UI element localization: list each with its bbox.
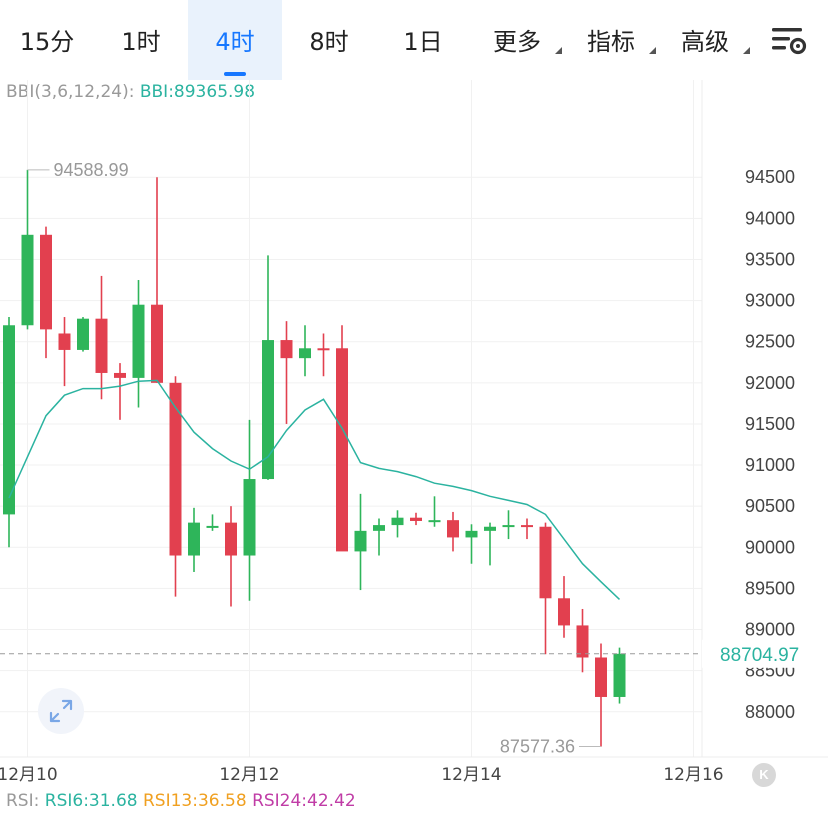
x-tick-label: 12月10 [0, 765, 58, 785]
y-tick-label: 90500 [745, 496, 795, 516]
candle-body [428, 520, 441, 523]
y-tick-label: 89000 [745, 620, 795, 640]
tab-indicators[interactable]: 指标 [564, 0, 658, 80]
candle-body [373, 525, 385, 531]
y-tick-label: 92000 [745, 373, 795, 393]
candle-body [521, 525, 533, 528]
candle-body [595, 657, 607, 697]
y-tick-label: 93000 [745, 291, 795, 311]
y-tick-label: 93500 [745, 249, 795, 269]
rsi24-value: RSI24:42.42 [252, 791, 356, 811]
candle-body [58, 333, 71, 350]
scroll-to-latest-icon[interactable]: K [752, 763, 776, 787]
rsi13-value: RSI13:36.58 [143, 791, 247, 811]
candle-body [354, 530, 367, 552]
current-price-label: 88704.97 [720, 645, 799, 666]
tab-4h-label: 4时 [215, 28, 255, 56]
x-tick-label: 12月16 [663, 765, 723, 785]
candle-body [243, 479, 256, 556]
y-tick-label: 94500 [745, 167, 795, 187]
candle-body [465, 530, 478, 538]
y-tick-label: 92500 [745, 332, 795, 352]
candle-body [299, 348, 311, 359]
low-price-annotation: 87577.36 [500, 737, 575, 757]
tab-4h[interactable]: 4时 [188, 0, 282, 80]
tab-8h[interactable]: 8时 [309, 28, 349, 56]
candle-body [613, 653, 626, 697]
candle-body [502, 525, 515, 528]
tab-1d[interactable]: 1日 [403, 28, 443, 56]
candle-body [336, 348, 348, 552]
dropdown-corner-icon [649, 47, 656, 54]
candle-body [317, 348, 330, 351]
rsi6-value: RSI6:31.68 [44, 791, 138, 811]
fullscreen-button[interactable] [38, 688, 84, 734]
high-price-annotation: 94588.99 [54, 160, 129, 180]
candle-body [410, 517, 422, 521]
candlestick-chart[interactable]: 94500 94000 93500 93000 92500 92000 91500 91000… [0, 80, 828, 790]
rsi-label: RSI: [6, 791, 40, 811]
candle-body [576, 625, 589, 658]
candle-body [151, 304, 163, 383]
tab-advanced-label: 高级 [681, 28, 729, 56]
candle-body [3, 325, 15, 515]
candle-body [447, 520, 459, 538]
bbi-line [8, 379, 621, 600]
chart-settings-button[interactable] [768, 22, 810, 58]
candle-body [169, 382, 182, 556]
tab-more-label: 更多 [493, 28, 541, 56]
candle-body [95, 318, 108, 373]
y-tick-label: 91000 [745, 455, 795, 475]
x-tick-label: 12月12 [219, 765, 279, 785]
timeframe-tabs: 15分 1时 4时 8时 1日 更多 指标 高级 [0, 0, 828, 80]
chart-settings-icon [772, 28, 807, 55]
tab-15m[interactable]: 15分 [19, 28, 75, 56]
tab-advanced[interactable]: 高级 [658, 0, 752, 80]
candle-body [206, 525, 219, 528]
candle-body [539, 526, 552, 599]
y-tick-label: 90000 [745, 537, 795, 557]
y-tick-label: 91500 [745, 414, 795, 434]
dropdown-corner-icon [555, 47, 562, 54]
candle-body [225, 522, 237, 556]
active-tab-indicator [224, 72, 246, 76]
y-tick-label: 94000 [745, 208, 795, 228]
candle-body [132, 304, 145, 378]
candle-body [40, 234, 52, 330]
candle-body [188, 522, 200, 556]
rsi-legend: RSI: RSI6:31.68 RSI13:36.58 RSI24:42.42 [6, 791, 356, 811]
y-tick-label: 89500 [745, 578, 795, 598]
x-tick-label: 12月14 [441, 765, 501, 785]
candle-body [558, 598, 570, 626]
bbi-value: BBI:89365.98 [139, 82, 256, 102]
candle-body [391, 517, 404, 526]
bbi-legend: BBI(3,6,12,24): BBI:89365.98 [6, 82, 255, 102]
current-price-tag [702, 639, 828, 668]
candle-body [262, 340, 274, 480]
candle-body [280, 340, 293, 359]
y-tick-label: 88000 [745, 702, 795, 722]
tab-indicators-label: 指标 [587, 28, 635, 56]
expand-icon [49, 699, 73, 723]
bbi-params: BBI(3,6,12,24): [6, 82, 135, 102]
tab-more[interactable]: 更多 [470, 0, 564, 80]
candle-body [77, 318, 89, 350]
candle-body [114, 372, 126, 378]
tab-1h[interactable]: 1时 [121, 28, 161, 56]
candle-body [21, 234, 34, 326]
dropdown-corner-icon [743, 47, 750, 54]
candle-body [484, 526, 496, 531]
